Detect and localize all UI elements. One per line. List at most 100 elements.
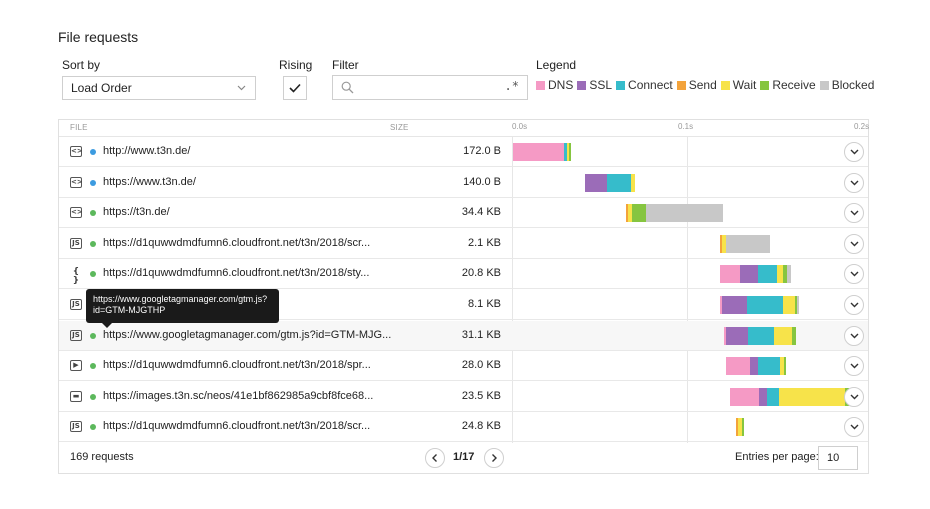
chevron-down-icon [850,394,858,400]
expand-row-button[interactable] [844,417,864,438]
status-dot [90,179,96,186]
legend-swatch [819,80,829,90]
sort-label: Sort by [62,58,101,72]
table-footer: 169 requests 1/17 Entries per page: 10 [59,443,868,473]
chevron-down-icon [850,271,858,277]
table-row[interactable]: <> https://t3n.de/34.4 KB [59,198,868,229]
request-url[interactable]: https://d1quwwdmdfumn6.cloudfront.net/t3… [103,236,371,249]
checkmark-icon [289,83,301,93]
expand-row-button[interactable] [844,356,864,377]
expand-row-button[interactable] [844,172,864,193]
request-url[interactable]: http://www.t3n.de/ [103,145,191,157]
entries-per-page-input[interactable]: 10 [818,446,858,470]
timing-segment-receive [783,265,788,284]
timing-segment-connect [766,387,779,406]
timing-segment-blocked [725,234,770,253]
timing-bar [729,387,850,406]
table-row[interactable]: JS https://d1quwwdmdfumn6.cloudfront.net/… [59,229,868,259]
timing-segment-dns [719,296,722,314]
next-page-button[interactable] [484,448,504,468]
request-url[interactable]: https://d1quwwdmdfumn6.cloudfront.net/t3… [103,359,371,372]
timing-segment-wait [779,357,784,376]
table-row[interactable]: JS https://d1quwwdmdfumn6.cloudfront.net/… [59,412,868,443]
request-url[interactable]: https://d1quwwdmdfumn6.cloudfront.net/t3… [103,267,370,280]
expand-row-button[interactable] [844,203,864,224]
status-dot [90,240,96,247]
timing-segment-dns [729,387,759,406]
timing-segment-wait [774,326,793,345]
file-requests-table: FILE SIZE 0.0s 0.1s 0.2s <> http://www.t3… [58,119,869,474]
chevron-left-icon [432,454,437,462]
timing-segment-wait [567,143,570,161]
status-dot [90,363,96,370]
timing-segment-send [719,234,722,253]
filter-input[interactable]: .* [332,75,528,100]
table-row[interactable]: JS 8.1 KB [59,290,868,320]
prev-page-button[interactable] [425,448,445,468]
timing-segment-wait [627,204,632,223]
search-icon [341,81,354,99]
table-row[interactable]: ▬ https://images.t3n.sc/neos/41e1bf862985… [59,382,868,412]
sort-value: Load Order [71,81,132,95]
expand-row-button[interactable] [844,142,864,162]
request-url[interactable]: https://www.googletagmanager.com/gtm.js?… [103,328,392,341]
timing-segment-receive [569,143,572,161]
expand-row-button[interactable] [844,295,864,315]
timing-segment-ssl [585,173,608,192]
expand-row-button[interactable] [844,325,864,346]
table-row[interactable]: <> https://www.t3n.de/140.0 B [59,168,868,198]
table-row[interactable]: <> http://www.t3n.de/172.0 B [59,137,868,167]
filter-label: Filter [332,58,359,72]
timeline-label-1: 0.1s [678,122,694,131]
rising-checkbox[interactable] [283,76,307,100]
legend-swatch [616,80,626,90]
expand-row-button[interactable] [844,233,864,254]
video-file-icon: ▶ [70,360,82,372]
timing-bar [625,204,724,223]
timing-segment-ssl [739,265,758,284]
css-file-icon: { } [72,267,80,287]
table-row[interactable]: JS https://www.googletagmanager.com/gtm.j… [59,320,868,351]
file-column-header[interactable]: FILE [70,123,88,132]
request-size: 172.0 B [463,145,501,157]
sort-select[interactable]: Load Order [62,76,256,100]
timing-segment-ssl [721,296,747,314]
timing-segment-connect [746,296,783,314]
table-row[interactable]: ▶ https://d1quwwdmdfumn6.cloudfront.net/t… [59,351,868,382]
request-url[interactable]: https://images.t3n.sc/neos/41e1bf862985a… [103,389,374,402]
legend-item-receive: Receive [760,78,816,92]
request-url[interactable]: https://www.t3n.de/ [103,175,196,188]
chevron-right-icon [492,454,497,462]
timing-segment-ssl [758,387,767,406]
request-url[interactable]: https://t3n.de/ [103,206,170,219]
request-size: 8.1 KB [467,298,501,310]
table-row[interactable]: { } https://d1quwwdmdfumn6.cloudfront.net… [59,259,868,290]
timing-segment-connect [748,326,775,345]
legend-swatch [760,80,770,90]
request-size: 34.4 KB [461,206,501,219]
size-column-header[interactable]: SIZE [390,123,409,132]
chevron-down-icon [850,180,858,186]
timing-segment-wait [778,387,846,406]
expand-row-button[interactable] [844,386,864,407]
regex-toggle-icon[interactable]: .* [504,79,519,93]
timing-bar [735,418,744,437]
legend-label: SSL [589,78,613,92]
timing-bar [725,357,786,376]
timing-bar [719,265,792,284]
legend-item-connect: Connect [616,78,673,92]
request-size: 31.1 KB [461,328,501,341]
waterfall-gridline [687,137,688,443]
js-file-icon: JS [70,237,82,249]
timing-segment-wait [782,296,795,314]
timing-segment-connect [564,143,568,161]
rising-label: Rising [279,58,313,72]
chevron-down-icon [850,149,858,155]
legend-swatch [720,80,730,90]
timing-bar [585,173,636,192]
expand-row-button[interactable] [844,264,864,285]
timing-segment-wait [721,234,726,253]
request-url[interactable]: https://d1quwwdmdfumn6.cloudfront.net/t3… [103,420,371,433]
legend-label: Connect [628,78,673,92]
timing-segment-dns [723,326,726,345]
